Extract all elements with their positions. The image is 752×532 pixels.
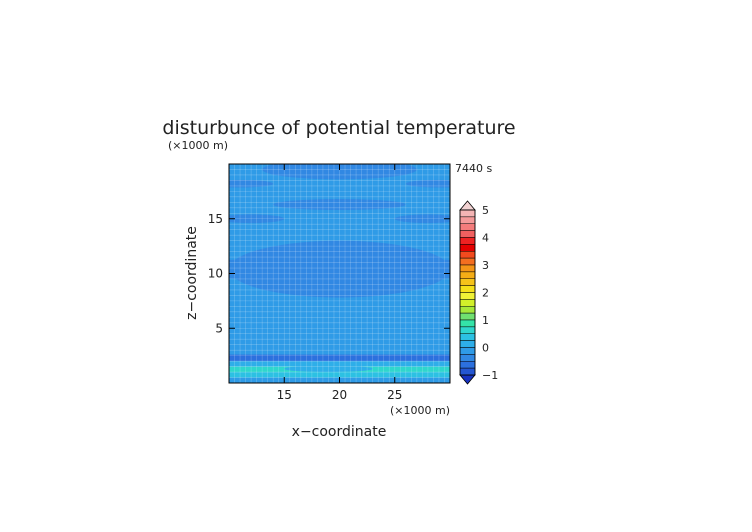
contour-cell [394, 214, 450, 224]
colorbar-tick-label: 5 [482, 204, 489, 217]
colorbar-segment [459, 306, 476, 314]
colorbar-segment [459, 367, 476, 376]
colorbar-tick-label: 3 [482, 259, 489, 272]
colorbar-tick-label: 4 [482, 232, 489, 245]
colorbar-segment [459, 333, 476, 341]
contour-field [229, 164, 450, 383]
colorbar-segment [459, 326, 476, 334]
colorbar-segment [459, 209, 476, 218]
contour-cell [394, 316, 450, 330]
x-tick-label: 25 [387, 388, 402, 402]
colorbar-segment [459, 285, 476, 293]
colorbar-segment [459, 230, 476, 238]
contour-cell [229, 255, 450, 283]
colorbar-segment [459, 292, 476, 300]
colorbar-tick-label: 1 [482, 314, 489, 327]
colorbar-frame [459, 209, 476, 376]
time-label: 7440 s [455, 162, 492, 175]
chart-title: disturbunce of potential temperature [162, 117, 515, 139]
colorbar-segment [459, 347, 476, 355]
colorbar-segment [459, 244, 476, 252]
contour-cell [229, 214, 285, 224]
colorbar-segment [459, 237, 476, 245]
colorbar-tick-label: −1 [482, 369, 498, 382]
colorbar-segment [459, 319, 476, 328]
colorbar-segment [459, 299, 476, 307]
y-tick-label: 10 [208, 267, 223, 281]
y-axis-label: z−coordinate [184, 226, 200, 320]
contour-cell [262, 164, 417, 180]
contour-band [229, 372, 450, 378]
colorbar-tick-label: 2 [482, 287, 489, 300]
colorbar-segment [459, 251, 476, 259]
colorbar-segment [459, 278, 476, 286]
y-unit-label: (×1000 m) [168, 139, 228, 152]
colorbar-segment [459, 271, 476, 279]
contour-cell [405, 179, 450, 188]
colorbar-segment [459, 257, 476, 266]
colorbar-segment [459, 340, 476, 348]
y-tick-label: 5 [215, 321, 223, 335]
contour-cell [229, 179, 274, 188]
colorbar-segment [459, 223, 476, 231]
grid-lines [229, 164, 450, 383]
colorbar-tick-label: 0 [482, 342, 489, 355]
contour-band [229, 354, 450, 362]
colorbar-segment [459, 264, 476, 273]
colorbar-over-triangle [459, 200, 476, 211]
colorbar-segment [459, 361, 476, 369]
contour-cell [284, 316, 395, 328]
contour-cell [284, 365, 373, 373]
contour-cell [273, 199, 406, 210]
colorbar-under-triangle [459, 374, 476, 385]
colorbar: 5 4 3 2 1 0 −1 [459, 200, 498, 385]
x-tick-label: 20 [332, 388, 347, 402]
colorbar-segment [459, 312, 476, 321]
colorbar-segment [459, 216, 476, 224]
colorbar-segment [459, 354, 476, 362]
x-tick-label: 15 [277, 388, 292, 402]
x-axis-label: x−coordinate [292, 424, 387, 440]
contour-band [229, 361, 450, 367]
contour-cell [229, 316, 296, 330]
y-tick-label: 15 [208, 212, 223, 226]
x-unit-label: (×1000 m) [390, 404, 450, 417]
